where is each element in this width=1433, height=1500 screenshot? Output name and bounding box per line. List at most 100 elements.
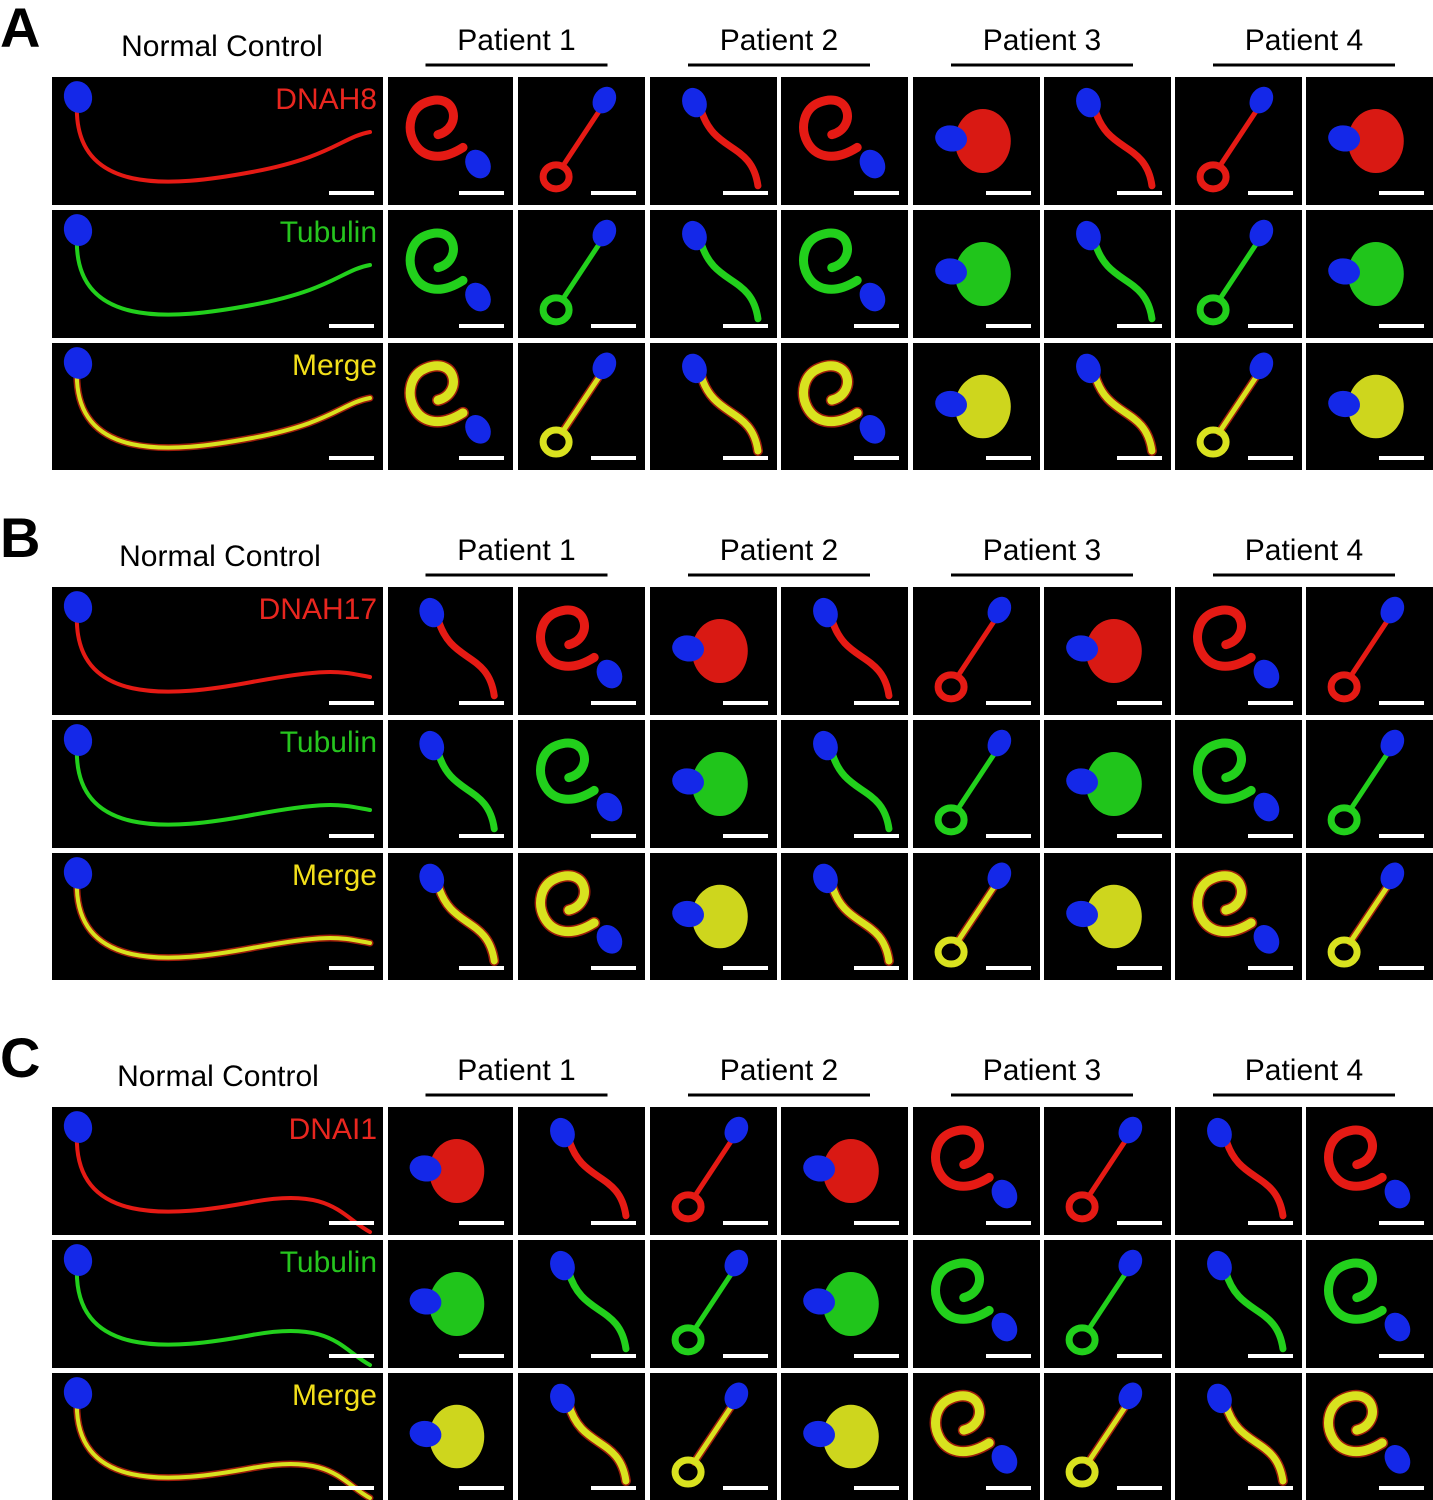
flagellum [434,881,498,965]
flagellum [954,616,999,680]
nucleus [935,390,968,418]
scale-bar [1117,701,1162,705]
nucleus [465,282,491,312]
flagellum [1347,616,1392,680]
nucleus [1380,862,1405,890]
flagellum [691,1402,736,1465]
flagellum [1091,371,1156,455]
image-row: Merge [52,853,1433,980]
flagellum [536,738,599,804]
scale-bar [986,1221,1031,1225]
tail-loop [1196,426,1230,458]
flagellum [559,372,604,435]
scale-bar [986,966,1031,970]
image-row: Tubulin [52,1240,1433,1368]
tail-loop [934,671,968,703]
marker-label: Merge [292,1379,377,1412]
scale-bar [591,456,636,460]
flagellum [1193,871,1256,936]
scale-bar [1379,834,1424,838]
tail-loop [934,804,968,836]
scale-bar [1379,456,1424,460]
scale-bar [723,456,768,460]
patient-label: Patient 4 [1245,534,1363,567]
flagellum [799,95,862,161]
scale-bar [854,834,899,838]
flagellum [1347,882,1392,945]
scale-bar [723,1354,768,1358]
flagellum [559,239,604,303]
patient-label: Patient 1 [457,534,575,567]
nucleus [63,1244,93,1276]
nucleus [672,635,705,662]
scale-bar [459,1486,504,1490]
patient-label: Patient 2 [720,24,838,57]
scale-bar [723,1486,768,1490]
scale-bar [723,191,768,195]
patient-image [1306,1107,1433,1235]
flagellum [1324,1258,1387,1324]
tail-loop [1196,294,1230,326]
scale-bar [459,834,504,838]
scale-bar [1117,456,1162,460]
scale-bar [1379,966,1424,970]
nucleus [409,1155,442,1182]
nucleus [813,730,838,761]
midpiece-blob [691,619,748,683]
patient-label: Patient 4 [1245,1054,1363,1087]
scale-bar [723,1221,768,1225]
scale-bar [329,701,374,705]
patient-image [1175,720,1302,848]
nucleus [1207,1250,1232,1281]
flagellum [565,1135,630,1220]
patient-label: Patient 2 [720,534,838,567]
flagellum [697,105,762,190]
nucleus [63,347,93,379]
scale-bar [1248,324,1293,328]
nucleus [592,219,617,247]
flagellum [1222,1401,1287,1485]
flagellum [931,1391,994,1456]
panel-letter: A [0,0,40,59]
scale-bar [459,324,504,328]
midpiece-blob [1347,374,1404,439]
patient-label: Patient 3 [983,1054,1101,1087]
scale-bar [329,191,374,195]
midpiece-blob [1085,884,1142,949]
scale-bar [591,1221,636,1225]
tail-loop [1065,1324,1099,1356]
tail-loop [671,1191,705,1223]
scale-bar [459,1354,504,1358]
nucleus [987,596,1012,624]
scale-bar [1379,701,1424,705]
flagellum [1091,238,1156,323]
nucleus [550,1250,575,1281]
nucleus [596,792,623,822]
scale-bar [854,191,899,195]
patient-label: Patient 3 [983,534,1101,567]
patient-image [781,343,908,470]
tail-loop [1327,671,1361,703]
flagellum [697,238,762,323]
control-image [52,1240,383,1368]
tail-loop [539,426,573,458]
flagellum [74,1130,372,1234]
scale-bar [1117,1354,1162,1358]
nucleus [859,149,886,179]
nucleus [991,1445,1018,1474]
nucleus [1118,1116,1143,1144]
nucleus [419,597,445,628]
nucleus [592,352,617,380]
nucleus [724,1249,749,1277]
patient-image [913,1107,1040,1235]
image-row: Merge [52,1373,1433,1500]
control-image [52,77,383,205]
scale-bar [986,1486,1031,1490]
flagellum [1085,1269,1130,1333]
nucleus [1328,125,1361,152]
scale-bar [459,701,504,705]
flagellum [1091,105,1156,190]
nucleus [935,258,968,285]
midpiece-blob [954,242,1011,306]
patient-image [1306,1240,1433,1368]
